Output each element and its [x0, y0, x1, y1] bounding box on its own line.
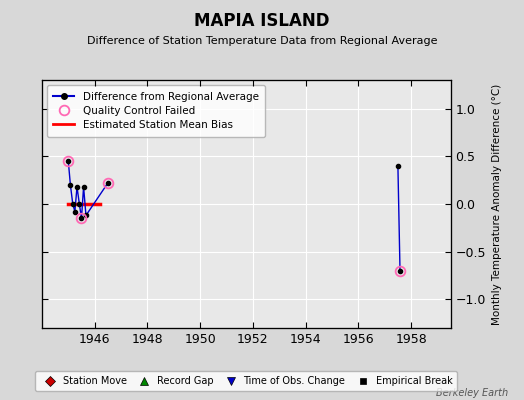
Y-axis label: Monthly Temperature Anomaly Difference (°C): Monthly Temperature Anomaly Difference (… [492, 83, 501, 325]
Text: Difference of Station Temperature Data from Regional Average: Difference of Station Temperature Data f… [87, 36, 437, 46]
Legend: Station Move, Record Gap, Time of Obs. Change, Empirical Break: Station Move, Record Gap, Time of Obs. C… [36, 372, 457, 391]
Text: Berkeley Earth: Berkeley Earth [436, 388, 508, 398]
Legend: Difference from Regional Average, Quality Control Failed, Estimated Station Mean: Difference from Regional Average, Qualit… [47, 85, 265, 137]
Text: MAPIA ISLAND: MAPIA ISLAND [194, 12, 330, 30]
